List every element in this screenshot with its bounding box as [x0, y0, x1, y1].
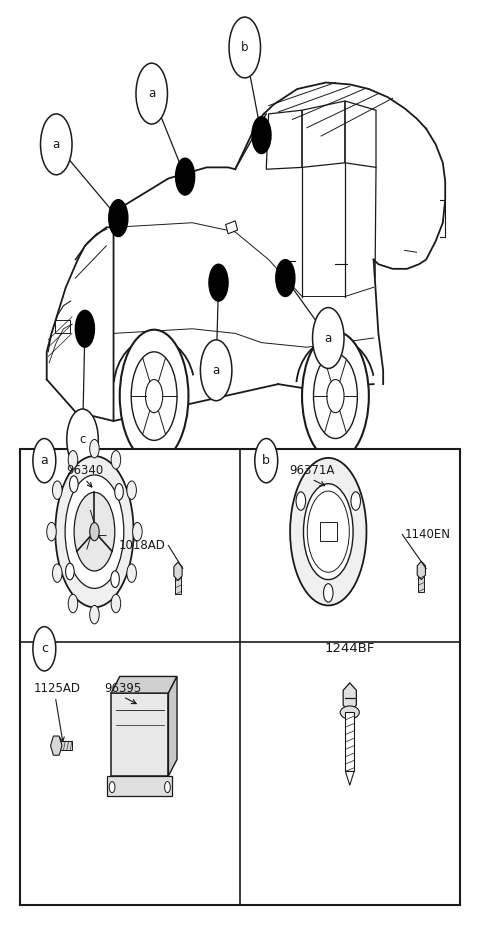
Text: 1244BF: 1244BF — [324, 642, 375, 655]
Polygon shape — [111, 676, 177, 693]
Circle shape — [90, 439, 99, 458]
Circle shape — [90, 606, 99, 623]
Circle shape — [111, 571, 120, 587]
Circle shape — [313, 353, 358, 438]
Circle shape — [68, 595, 78, 612]
Text: 1018AD: 1018AD — [119, 539, 166, 552]
Circle shape — [312, 308, 344, 368]
Circle shape — [351, 492, 360, 511]
Polygon shape — [226, 221, 238, 234]
Text: b: b — [262, 454, 270, 467]
Circle shape — [176, 158, 195, 195]
Text: 96395: 96395 — [105, 682, 142, 695]
Polygon shape — [168, 676, 177, 776]
Circle shape — [55, 456, 133, 608]
Ellipse shape — [340, 706, 360, 719]
Polygon shape — [50, 736, 62, 755]
Text: 1140EN: 1140EN — [405, 528, 451, 541]
Circle shape — [296, 492, 306, 511]
Text: a: a — [148, 87, 156, 100]
Circle shape — [303, 484, 353, 580]
Circle shape — [111, 450, 120, 469]
Bar — [55, 319, 70, 333]
Text: a: a — [324, 331, 332, 344]
Circle shape — [33, 438, 56, 483]
Text: c: c — [41, 642, 48, 655]
Circle shape — [109, 200, 128, 237]
Circle shape — [70, 475, 78, 492]
Text: b: b — [241, 41, 249, 54]
Circle shape — [40, 114, 72, 175]
Text: a: a — [53, 138, 60, 151]
Circle shape — [74, 492, 115, 571]
Circle shape — [255, 438, 278, 483]
Bar — [108, 776, 172, 796]
Polygon shape — [417, 561, 425, 580]
Circle shape — [165, 782, 170, 793]
Circle shape — [145, 379, 163, 413]
Circle shape — [109, 782, 115, 793]
Text: c: c — [79, 433, 86, 446]
Circle shape — [327, 379, 344, 413]
Circle shape — [132, 523, 142, 541]
Circle shape — [229, 17, 261, 78]
Text: a: a — [40, 454, 48, 467]
Circle shape — [324, 584, 333, 602]
Text: 1125AD: 1125AD — [34, 682, 81, 695]
Bar — [56, 741, 72, 750]
Circle shape — [200, 339, 232, 401]
Text: a: a — [213, 364, 220, 376]
Text: 96340: 96340 — [66, 464, 104, 477]
Circle shape — [302, 331, 369, 461]
Circle shape — [90, 523, 99, 541]
Circle shape — [131, 352, 177, 440]
Bar — [21, 449, 459, 906]
Circle shape — [33, 626, 56, 671]
Circle shape — [136, 63, 168, 124]
Polygon shape — [343, 683, 356, 712]
Bar — [346, 712, 354, 771]
Circle shape — [111, 595, 120, 612]
Polygon shape — [174, 562, 182, 581]
Circle shape — [66, 563, 74, 580]
Circle shape — [52, 481, 62, 500]
Circle shape — [67, 409, 98, 470]
Circle shape — [65, 475, 124, 588]
Circle shape — [47, 523, 56, 541]
Bar — [419, 571, 424, 592]
Circle shape — [252, 117, 271, 154]
Circle shape — [127, 481, 136, 500]
Circle shape — [276, 260, 295, 297]
Circle shape — [120, 329, 189, 462]
Circle shape — [115, 484, 123, 500]
Text: 96371A: 96371A — [289, 464, 334, 477]
Circle shape — [127, 564, 136, 583]
Polygon shape — [346, 771, 354, 785]
Circle shape — [290, 458, 366, 606]
Circle shape — [68, 450, 78, 469]
Bar — [111, 693, 168, 776]
Bar — [320, 523, 337, 541]
Circle shape — [209, 265, 228, 302]
Bar — [175, 572, 181, 595]
Circle shape — [52, 564, 62, 583]
Circle shape — [75, 310, 95, 347]
